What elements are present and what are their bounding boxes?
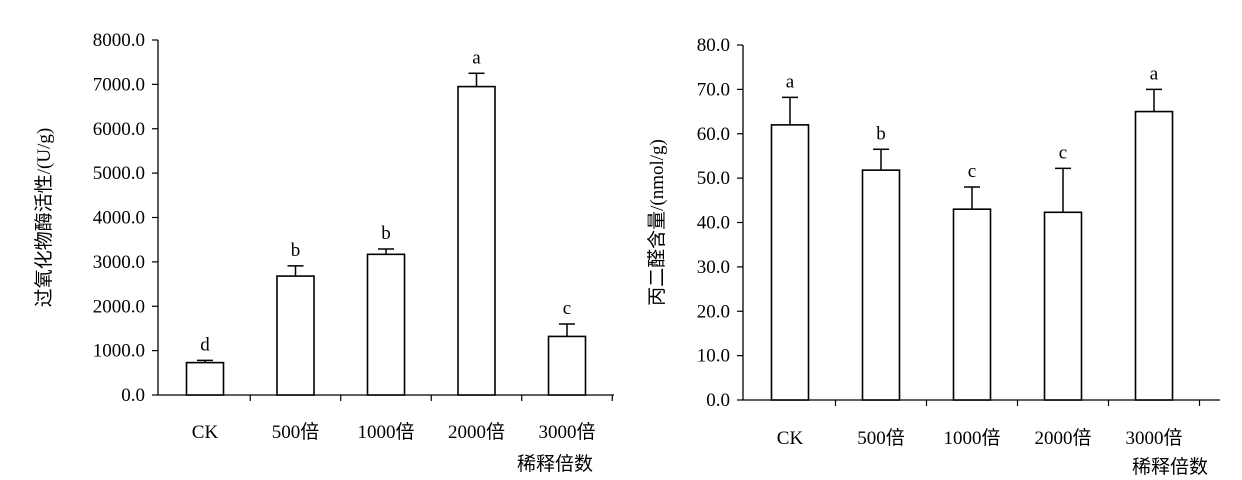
y-tick-label: 70.0 (697, 79, 730, 100)
significance-label: a (786, 71, 795, 92)
x-axis-title: 稀释倍数 (517, 453, 593, 475)
significance-label: c (968, 161, 976, 182)
bar (457, 85, 496, 396)
y-axis-title: 过氧化物酶活性/(U/g) (33, 128, 55, 307)
significance-label: a (472, 47, 481, 68)
category-label: 500倍 (272, 421, 320, 443)
y-tick-label: 2000.0 (93, 296, 145, 317)
significance-label: b (876, 123, 886, 144)
category-label: CK (192, 422, 219, 443)
y-tick-label: 60.0 (697, 124, 730, 145)
y-tick-label: 80.0 (697, 35, 730, 56)
y-tick-label: 30.0 (697, 257, 730, 278)
significance-label: a (1150, 63, 1159, 84)
significance-label: c (1059, 142, 1067, 163)
category-label: 1000倍 (357, 421, 414, 443)
category-label: 1000倍 (943, 427, 1000, 449)
y-tick-label: 40.0 (697, 213, 730, 234)
y-tick-label: 6000.0 (93, 119, 145, 140)
bar (276, 275, 315, 396)
y-tick-label: 5000.0 (93, 163, 145, 184)
y-tick-label: 10.0 (697, 346, 730, 367)
y-tick-label: 7000.0 (93, 74, 145, 95)
y-tick-label: 1000.0 (93, 341, 145, 362)
category-label: CK (777, 428, 804, 449)
y-tick-label: 3000.0 (93, 252, 145, 273)
chart-malondialdehyde-content: 0.0 10.0 20.0 30.0 40.0 50.0 60.0 70.0 80.0 a CK b 5… (646, 35, 1220, 478)
y-axis-title: 丙二醛含量/(nmol/g) (646, 139, 668, 306)
y-tick-label: 8000.0 (93, 30, 145, 51)
category-label: 2000倍 (1034, 427, 1091, 449)
significance-label: c (563, 298, 571, 319)
y-tick-label: 4000.0 (93, 208, 145, 229)
bar (952, 208, 992, 401)
bar (366, 253, 406, 396)
bar (1043, 211, 1083, 401)
significance-label: d (200, 334, 210, 355)
category-label: 3000倍 (538, 421, 595, 443)
y-tick-label: 0.0 (121, 385, 145, 406)
y-tick-label: 0.0 (706, 390, 730, 411)
bar (861, 169, 901, 401)
y-tick-label: 20.0 (697, 301, 730, 322)
bar (547, 335, 587, 396)
chart-peroxidase-activity: 0.0 1000.0 2000.0 3000.0 4000.0 5000.0 6000.0 7… (33, 30, 614, 475)
y-tick-label: 50.0 (697, 168, 730, 189)
category-label: 500倍 (857, 427, 905, 449)
category-label: 2000倍 (448, 421, 505, 443)
significance-label: b (291, 240, 301, 261)
category-label: 3000倍 (1125, 427, 1182, 449)
x-axis-title: 稀释倍数 (1132, 456, 1208, 478)
bar (1134, 110, 1174, 401)
bar (770, 124, 810, 401)
bar (185, 361, 225, 396)
significance-label: b (381, 223, 391, 244)
